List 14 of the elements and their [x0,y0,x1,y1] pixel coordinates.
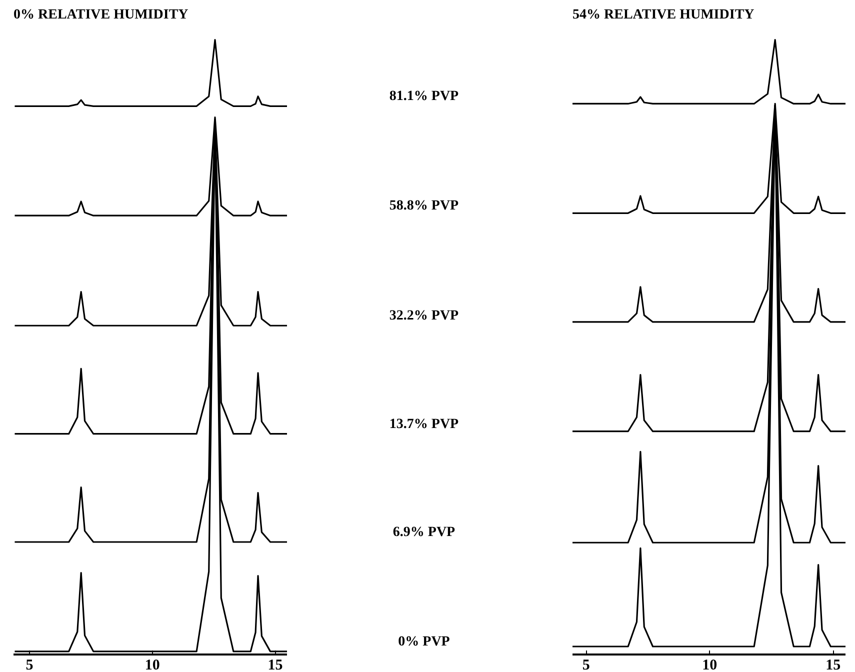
text: 13.7% PVP [389,416,460,432]
x-tick-label: 15 [826,658,841,672]
text: 58.8% PVP [389,198,460,214]
x-tick-label: 5 [582,658,590,672]
chart-title: 54% RELATIVE HUMIDITY [572,8,754,22]
text: 32.2% PVP [389,308,460,324]
x-tick-label: 10 [144,658,160,672]
text: 0% PVP [398,634,450,650]
text: 6.9% PVP [392,525,456,540]
chart-title: 0% RELATIVE HUMIDITY [14,8,188,22]
x-tick-label: 5 [26,658,34,672]
x-tick-label: 10 [702,658,718,672]
x-tick-label: 15 [268,658,283,672]
text: 81.1% PVP [389,89,460,104]
